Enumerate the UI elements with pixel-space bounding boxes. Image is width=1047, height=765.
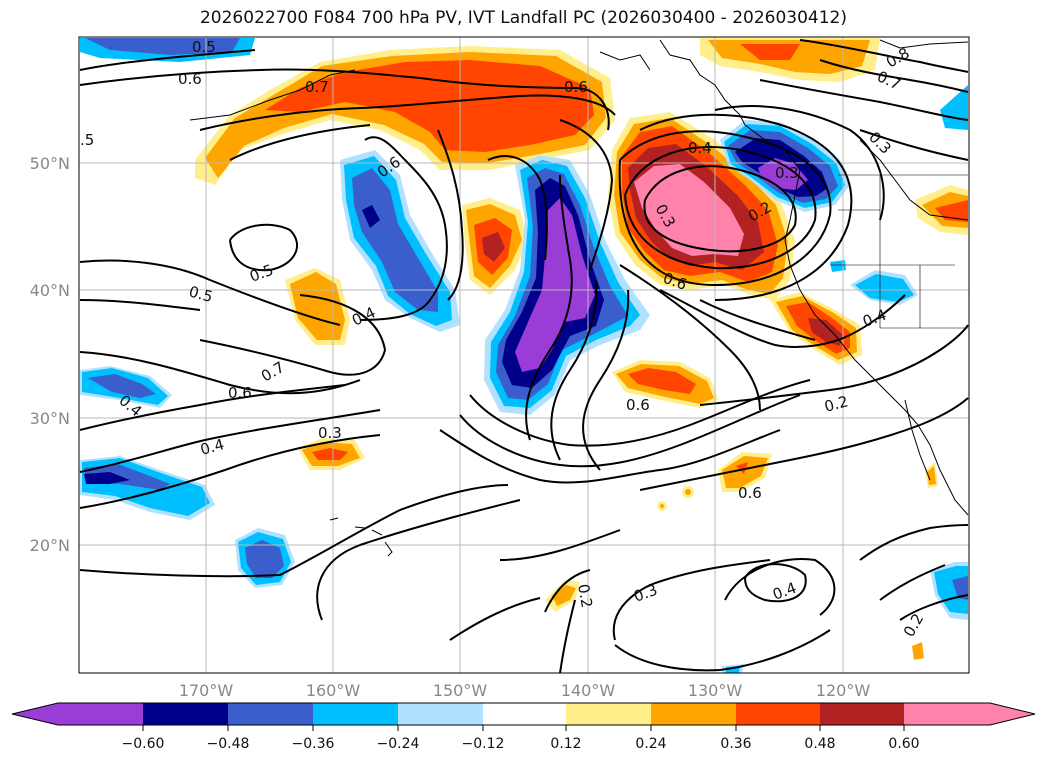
colorbar-segment	[143, 703, 228, 725]
colorbar-tick: −0.12	[462, 736, 505, 752]
colorbar-segment	[228, 703, 313, 725]
colorbar-extend-high	[990, 703, 1035, 725]
contour-label: 0.6	[228, 384, 252, 402]
contour-label: 0.4	[688, 139, 712, 157]
colorbar-segment	[566, 703, 651, 725]
contour-label: 0.3	[775, 164, 799, 182]
pv-shade-region	[85, 38, 240, 55]
contour-label: 0.6	[564, 78, 588, 96]
pv-shading	[80, 38, 968, 673]
lon-tick: 120°W	[816, 681, 871, 700]
colorbar-segment	[313, 703, 398, 725]
pv-shade-region	[830, 260, 846, 272]
contour-label: 0.3	[318, 424, 342, 442]
colorbar-segment	[58, 703, 143, 725]
pv-shade-region	[515, 198, 595, 372]
pv-shade-region	[722, 456, 768, 488]
pv-shade-region	[685, 489, 691, 495]
graticule	[79, 37, 969, 673]
contour-label: 0.6	[178, 70, 202, 88]
colorbar-extend-low	[12, 703, 58, 725]
pv-shade-region	[265, 60, 594, 152]
colorbar-tick: 0.60	[888, 736, 919, 752]
pv-shade-region	[952, 576, 968, 600]
colorbar-outline	[11, 702, 1036, 726]
pv-shade-region	[927, 466, 936, 485]
lon-tick: 130°W	[688, 681, 743, 700]
lon-tick-labels: 170°W 160°W 150°W 140°W 130°W 120°W	[179, 681, 871, 700]
colorbar-tick: 0.24	[635, 736, 666, 752]
pv-shade-region	[660, 504, 664, 508]
pv-shade-region	[352, 168, 438, 312]
colorbar-tick: 0.12	[550, 736, 581, 752]
map-border	[78, 36, 970, 674]
hawaii-islands	[329, 517, 393, 557]
colorbar-segment	[904, 703, 990, 725]
pv-shade-region	[855, 274, 914, 302]
map-title: 2026022700 F084 700 hPa PV, IVT Landfall…	[199, 8, 847, 28]
pv-shade-region	[634, 164, 744, 256]
borders	[830, 174, 968, 329]
colorbar-tick: −0.48	[207, 736, 250, 752]
contour-label: 0.5	[187, 282, 215, 306]
colorbar-segment	[820, 703, 904, 725]
lat-tick: 20°N	[30, 536, 70, 555]
pv-shade-region	[88, 374, 156, 398]
lon-tick: 150°W	[433, 681, 488, 700]
colorbar-segment	[736, 703, 820, 725]
pv-shade-region	[740, 44, 800, 60]
lon-tick: 170°W	[179, 681, 234, 700]
colorbar-tick: −0.60	[122, 736, 165, 752]
ivt-contours	[79, 39, 969, 673]
contour-label: .5	[80, 131, 94, 149]
pv-shade-region	[312, 448, 348, 460]
contour-label: 0.4	[198, 435, 226, 459]
contour-label: 0.5	[192, 38, 216, 56]
lon-tick: 160°W	[306, 681, 361, 700]
pv-shade-region	[912, 642, 924, 660]
contour-label: 0.7	[305, 78, 329, 96]
pv-shade-region	[245, 540, 284, 578]
lat-tick: 40°N	[30, 281, 70, 300]
contour-label: 0.6	[738, 484, 762, 502]
colorbar-segment	[483, 703, 566, 725]
lat-tick: 50°N	[30, 154, 70, 173]
colorbar-segment	[398, 703, 483, 725]
colorbar: −0.60 −0.48 −0.36 −0.24 −0.12 0.12 0.24 …	[11, 702, 1036, 752]
lat-tick: 30°N	[30, 409, 70, 428]
contour-label: 0.6	[626, 396, 650, 414]
pv-shade-region	[934, 566, 968, 614]
colorbar-tick: 0.36	[720, 736, 751, 752]
pv-shade-region	[362, 205, 380, 228]
colorbar-tick: −0.24	[377, 736, 420, 752]
coastlines	[189, 39, 969, 516]
pv-shade-region	[482, 232, 505, 262]
colorbar-tick: 0.48	[804, 736, 835, 752]
pv-shade-region	[628, 368, 696, 394]
pv-shade-region	[552, 585, 576, 606]
contour-label: 0.2	[822, 392, 850, 416]
lat-tick-labels: 50°N 40°N 30°N 20°N	[30, 154, 70, 555]
pv-shade-region	[808, 318, 842, 346]
contour-label: 0.2	[574, 583, 596, 610]
pv-shade-region	[84, 472, 130, 484]
lon-tick: 140°W	[561, 681, 616, 700]
colorbar-segment	[651, 703, 736, 725]
colorbar-tick: −0.36	[292, 736, 335, 752]
pv-shade-region	[84, 464, 170, 490]
pv-shade-region	[736, 462, 748, 474]
